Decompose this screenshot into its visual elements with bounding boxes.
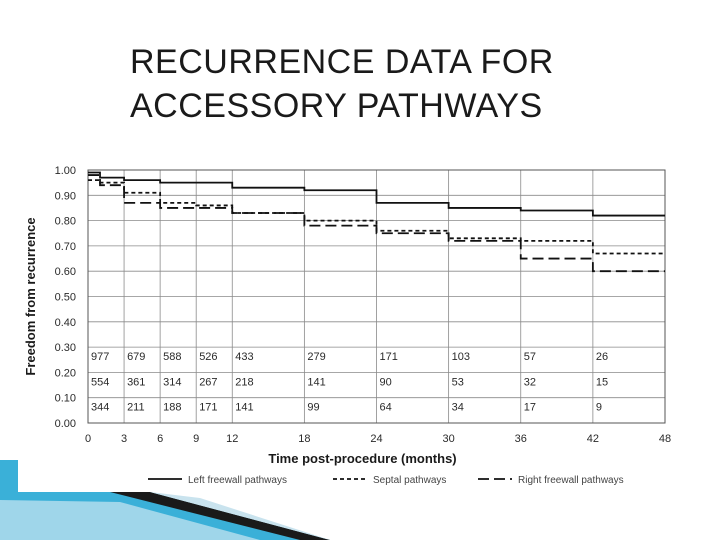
x-tick-label: 18	[298, 433, 310, 445]
x-tick-label: 12	[226, 433, 238, 445]
at-risk-value: 64	[380, 402, 392, 414]
at-risk-value: 26	[596, 351, 608, 363]
x-tick-label: 9	[193, 433, 199, 445]
legend-label: Left freewall pathways	[188, 475, 287, 486]
at-risk-value: 99	[307, 402, 319, 414]
at-risk-value: 361	[127, 376, 145, 388]
at-risk-value: 218	[235, 376, 253, 388]
x-tick-label: 24	[370, 433, 382, 445]
y-tick-label: 0.00	[55, 418, 76, 430]
x-tick-label: 48	[659, 433, 671, 445]
legend: Left freewall pathways Septal pathways Rig…	[148, 475, 624, 486]
at-risk-value: 90	[380, 376, 392, 388]
y-tick-label: 0.60	[55, 266, 76, 278]
at-risk-value: 279	[307, 351, 325, 363]
at-risk-value: 171	[199, 402, 217, 414]
at-risk-value: 9	[596, 402, 602, 414]
slide-title-line-2: ACCESSORY PATHWAYS	[130, 87, 543, 125]
decorative-corner	[0, 460, 330, 540]
x-tick-label: 6	[157, 433, 163, 445]
at-risk-value: 433	[235, 351, 253, 363]
at-risk-value: 679	[127, 351, 145, 363]
survival-chart: 0.00 0.10 0.20 0.30 0.40 0.50 0.60 0.70 0.80 0.90…	[23, 165, 672, 486]
at-risk-value: 554	[91, 376, 109, 388]
y-tick-label: 0.70	[55, 241, 76, 253]
x-tick-label: 3	[121, 433, 127, 445]
y-tick-label: 0.30	[55, 342, 76, 354]
at-risk-value: 17	[524, 402, 536, 414]
dark-swoosh	[110, 492, 330, 540]
y-tick-label: 0.50	[55, 292, 76, 304]
y-tick-label: 1.00	[55, 165, 76, 177]
y-tick-label: 0.40	[55, 317, 76, 329]
legend-label: Septal pathways	[373, 475, 446, 486]
y-tick-label: 0.80	[55, 216, 76, 228]
at-risk-value: 34	[452, 402, 464, 414]
x-tick-label: 0	[85, 433, 91, 445]
x-tick-label: 36	[515, 433, 527, 445]
series-lines	[88, 171, 665, 273]
at-risk-value: 267	[199, 376, 217, 388]
at-risk-value: 15	[596, 376, 608, 388]
x-tick-label: 30	[443, 433, 455, 445]
y-tick-label: 0.90	[55, 190, 76, 202]
y-axis-label: Freedom from recurrence	[23, 217, 38, 375]
at-risk-value: 32	[524, 376, 536, 388]
at-risk-value: 526	[199, 351, 217, 363]
at-risk-table: 977 679 588 526 433 279 171 103 57 26 554 361 314 267…	[91, 351, 608, 414]
at-risk-value: 53	[452, 376, 464, 388]
series-line-3	[88, 174, 665, 273]
slide-title: RECURRENCE DATA FOR ACCESSORY PATHWAYS	[130, 40, 690, 128]
y-tick-label: 0.10	[55, 393, 76, 405]
at-risk-value: 141	[307, 376, 325, 388]
teal-swoosh-light	[0, 500, 260, 540]
at-risk-value: 188	[163, 402, 181, 414]
legend-label: Right freewall pathways	[518, 475, 624, 486]
x-tick-label: 42	[587, 433, 599, 445]
at-risk-value: 103	[452, 351, 470, 363]
at-risk-value: 171	[380, 351, 398, 363]
light-swoosh	[150, 492, 330, 540]
at-risk-value: 141	[235, 402, 253, 414]
slide-title-line-1: RECURRENCE DATA FOR	[130, 43, 554, 81]
series-line-1	[88, 171, 665, 217]
at-risk-value: 588	[163, 351, 181, 363]
at-risk-value: 977	[91, 351, 109, 363]
at-risk-value: 57	[524, 351, 536, 363]
plot-frame	[87, 169, 666, 424]
at-risk-value: 314	[163, 376, 181, 388]
axes: 0.00 0.10 0.20 0.30 0.40 0.50 0.60 0.70 0.80 0.90…	[55, 165, 672, 445]
x-axis-label: Time post-procedure (months)	[268, 451, 456, 466]
y-tick-label: 0.20	[55, 367, 76, 379]
at-risk-value: 344	[91, 402, 109, 414]
at-risk-value: 211	[127, 402, 145, 414]
